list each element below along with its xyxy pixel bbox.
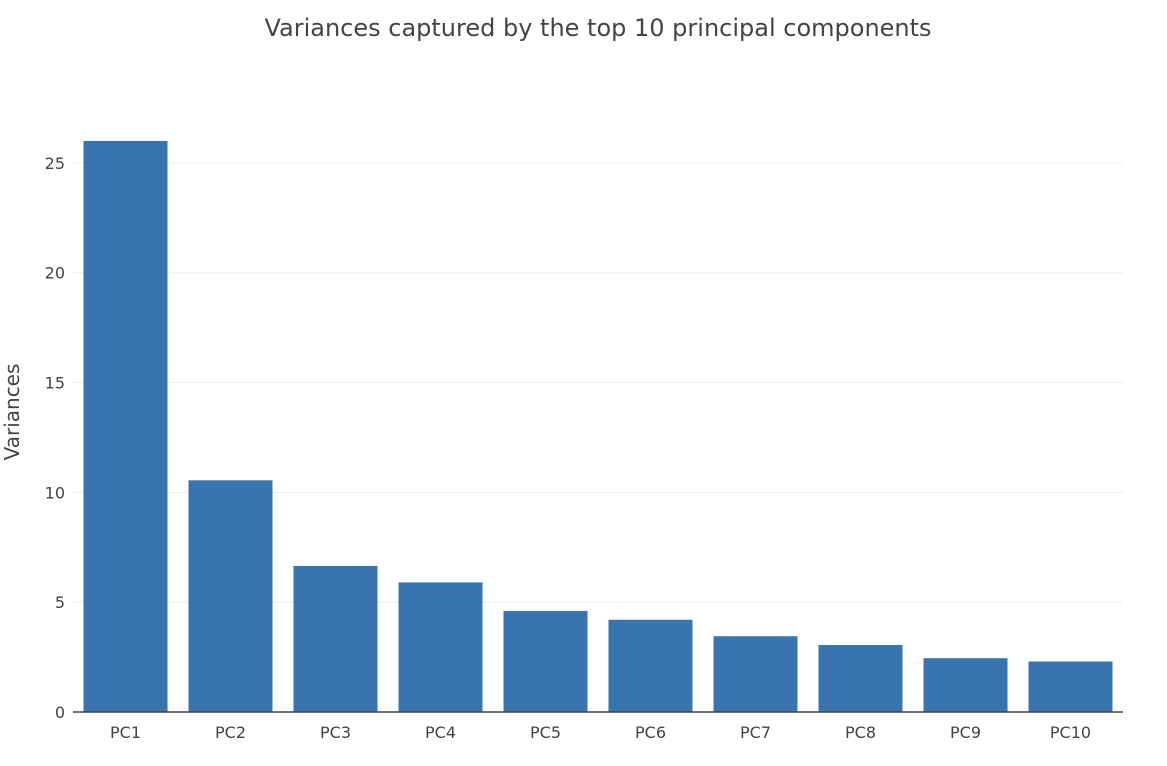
x-tick-label: PC10: [1050, 723, 1091, 742]
x-tick-label: PC1: [110, 723, 141, 742]
bar-pc4[interactable]: [398, 582, 483, 712]
x-tick-label: PC8: [845, 723, 876, 742]
y-tick-labels: 0 5 10 15 20 25: [45, 154, 65, 722]
bar-pc5[interactable]: [503, 610, 588, 712]
bars: [83, 140, 1113, 713]
y-tick-label: 0: [55, 703, 65, 722]
bar-pc10[interactable]: [1028, 661, 1113, 712]
y-tick-label: 20: [45, 264, 65, 283]
x-tick-label: PC2: [215, 723, 246, 742]
y-tick-label: 10: [45, 483, 65, 502]
y-tick-label: 25: [45, 154, 65, 173]
x-tick-label: PC4: [425, 723, 456, 742]
x-tick-label: PC5: [530, 723, 561, 742]
y-tick-label: 5: [55, 593, 65, 612]
y-tick-label: 15: [45, 374, 65, 393]
bar-pc8[interactable]: [818, 645, 903, 712]
chart-title: Variances captured by the top 10 princip…: [264, 14, 931, 42]
x-tick-label: PC3: [320, 723, 351, 742]
bar-pc9[interactable]: [923, 658, 1008, 712]
bar-pc2[interactable]: [188, 480, 273, 712]
bar-pc3[interactable]: [293, 565, 378, 712]
bar-pc1[interactable]: [83, 140, 168, 713]
x-tick-label: PC7: [740, 723, 771, 742]
bar-pc7[interactable]: [713, 636, 798, 712]
bar-pc6[interactable]: [608, 619, 693, 712]
x-tick-labels: PC1 PC2 PC3 PC4 PC5 PC6 PC7 PC8 PC9 PC10: [110, 723, 1091, 742]
x-tick-label: PC9: [950, 723, 981, 742]
x-tick-label: PC6: [635, 723, 666, 742]
y-axis-title: Variances: [0, 364, 24, 461]
